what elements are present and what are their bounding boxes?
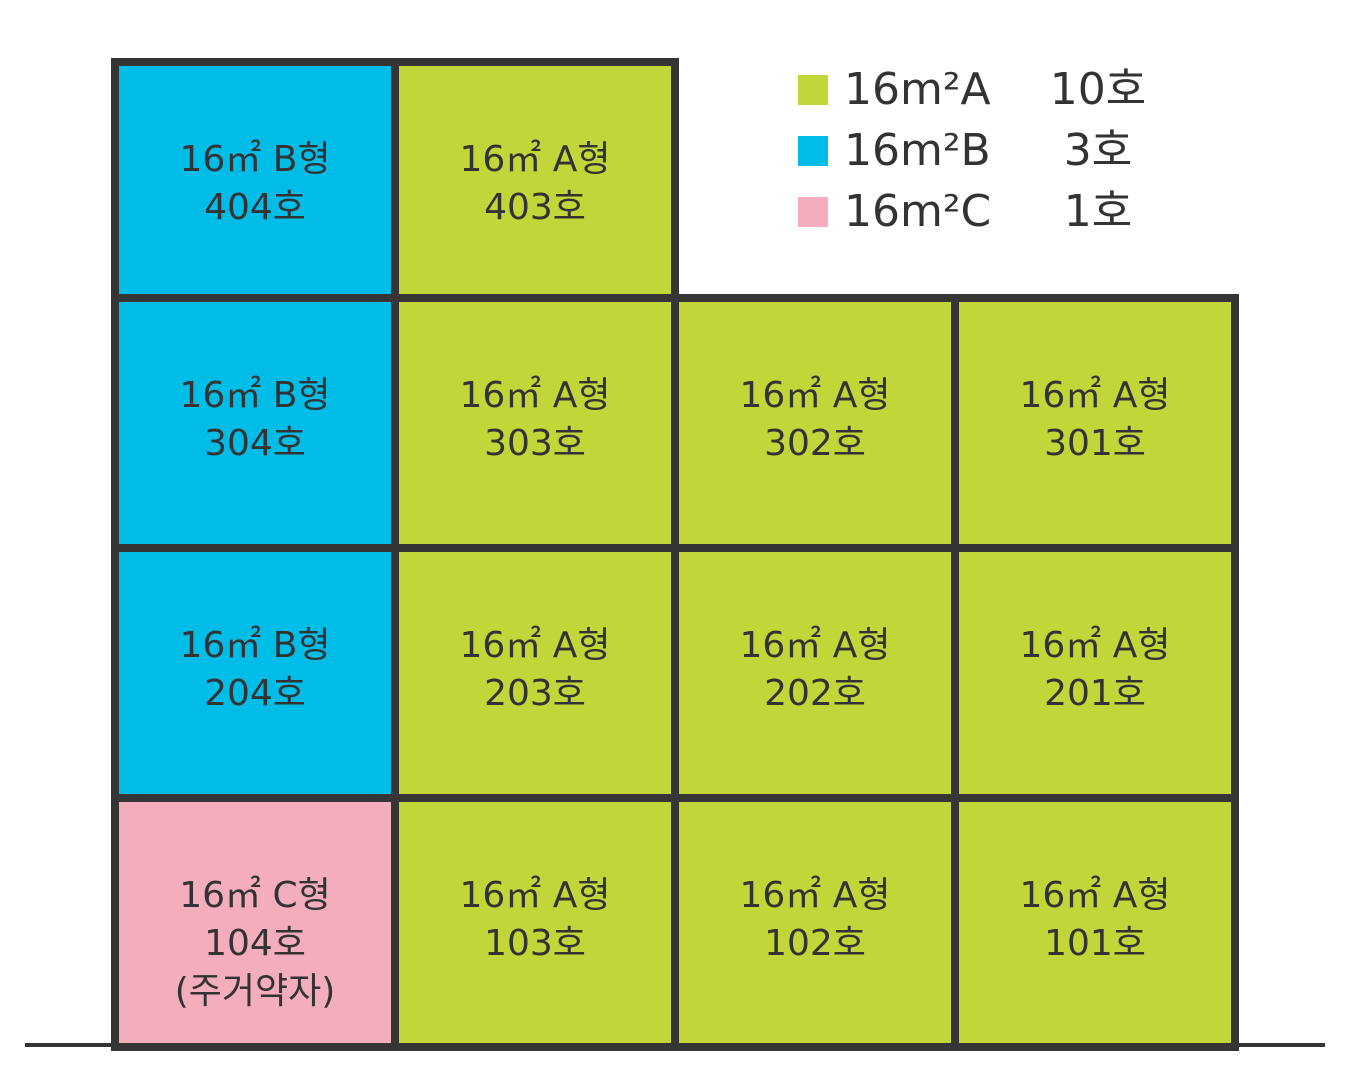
unit-label: 16㎡ B형 204호 [119,622,391,718]
legend-label: 16m²A [844,64,991,115]
unit-label: 16㎡ A형 202호 [679,622,951,718]
unit-type: 16㎡ C형 [179,875,331,916]
unit-label: 16㎡ A형 103호 [399,872,671,968]
unit-label: 16㎡ B형 404호 [119,136,391,232]
unit-type: 16㎡ A형 [739,375,891,416]
unit-type: 16㎡ B형 [179,139,331,180]
unit-type: 16㎡ A형 [459,875,611,916]
unit-number: 304호 [204,423,306,464]
legend-label: 16m²C [844,186,992,237]
unit-number: 103호 [484,923,586,964]
ground-line [25,1043,1325,1047]
unit-cell: 16㎡ A형 203호 [391,544,679,802]
legend-count: 3호 [1063,125,1133,176]
unit-label: 16㎡ A형 102호 [679,872,951,968]
unit-cell: 16㎡ A형 303호 [391,294,679,552]
unit-number: 101호 [1044,923,1146,964]
legend-count: 1호 [1063,186,1133,237]
unit-type: 16㎡ B형 [179,375,331,416]
unit-cell: 16㎡ A형 101호 [951,794,1239,1051]
unit-cell: 16㎡ A형 201호 [951,544,1239,802]
unit-cell: 16㎡ C형 104호 (주거약자) [111,794,399,1051]
unit-cell: 16㎡ A형 301호 [951,294,1239,552]
unit-cell: 16㎡ B형 204호 [111,544,399,802]
unit-label: 16㎡ A형 301호 [959,372,1231,468]
unit-type: 16㎡ A형 [1019,875,1171,916]
unit-number: 204호 [204,673,306,714]
unit-type: 16㎡ A형 [739,875,891,916]
legend-swatch [798,197,828,227]
unit-number: 403호 [484,187,586,228]
unit-label: 16㎡ A형 201호 [959,622,1231,718]
unit-cell: 16㎡ A형 103호 [391,794,679,1051]
unit-number: 203호 [484,673,586,714]
unit-label: 16㎡ A형 101호 [959,872,1231,968]
unit-number: 301호 [1044,423,1146,464]
unit-label: 16㎡ C형 104호 (주거약자) [119,872,391,1016]
unit-label: 16㎡ A형 403호 [399,136,671,232]
unit-type: 16㎡ A형 [1019,625,1171,666]
unit-number: 104호 [204,923,306,964]
unit-note: (주거약자) [174,971,336,1012]
legend-swatch [798,136,828,166]
unit-type: 16㎡ B형 [179,625,331,666]
unit-number: 302호 [764,423,866,464]
unit-cell: 16㎡ B형 304호 [111,294,399,552]
legend-label: 16m²B [844,125,991,176]
unit-cell: 16㎡ A형 302호 [671,294,959,552]
unit-label: 16㎡ A형 303호 [399,372,671,468]
unit-cell: 16㎡ A형 403호 [391,58,679,302]
unit-label: 16㎡ B형 304호 [119,372,391,468]
legend-swatch [798,75,828,105]
unit-type: 16㎡ A형 [739,625,891,666]
unit-label: 16㎡ A형 302호 [679,372,951,468]
unit-type: 16㎡ A형 [1019,375,1171,416]
legend-count: 10호 [1049,64,1147,115]
unit-type: 16㎡ A형 [459,139,611,180]
unit-type: 16㎡ A형 [459,625,611,666]
unit-cell: 16㎡ A형 102호 [671,794,959,1051]
unit-type: 16㎡ A형 [459,375,611,416]
unit-number: 201호 [1044,673,1146,714]
unit-cell: 16㎡ B형 404호 [111,58,399,302]
unit-number: 303호 [484,423,586,464]
unit-number: 202호 [764,673,866,714]
unit-cell: 16㎡ A형 202호 [671,544,959,802]
unit-number: 102호 [764,923,866,964]
unit-label: 16㎡ A형 203호 [399,622,671,718]
unit-number: 404호 [204,187,306,228]
